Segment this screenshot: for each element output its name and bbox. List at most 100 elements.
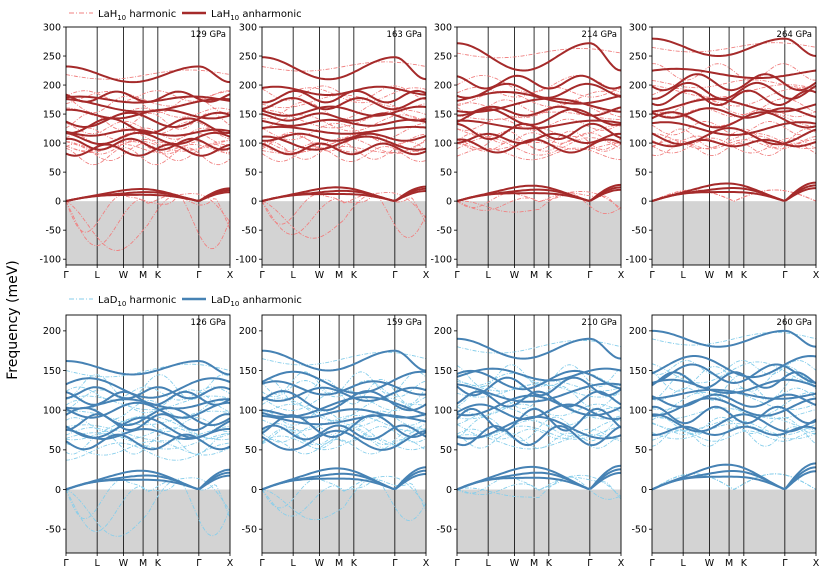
y-tick-label: 100 [43, 406, 61, 417]
anharmonic-band [651, 111, 817, 129]
y-tick-label: 0 [446, 485, 452, 496]
anharmonic-acoustic-band [651, 181, 817, 203]
x-tick-label: M [335, 558, 343, 569]
axes-frame [261, 314, 427, 554]
y-tick-label: 100 [629, 138, 647, 149]
x-tick-label: X [618, 558, 625, 569]
axes-frame [65, 314, 231, 554]
harmonic-band [456, 364, 622, 388]
harmonic-band [456, 132, 622, 144]
harmonic-band [261, 87, 427, 104]
x-tick-label: M [139, 270, 147, 281]
y-tick-label: 300 [239, 22, 257, 33]
pressure-label: 129 GPa [191, 30, 226, 40]
anharmonic-band [456, 382, 622, 403]
y-tick-label: 50 [49, 445, 61, 456]
y-tick-label: -50 [45, 225, 61, 236]
harmonic-band [261, 410, 427, 426]
harmonic-band [651, 139, 816, 150]
x-tick-label: Γ [454, 558, 460, 569]
anharmonic-acoustic-band [65, 468, 231, 491]
harmonic-band [651, 430, 817, 442]
x-tick-label: Γ [63, 270, 69, 281]
anharmonic-band [261, 429, 427, 451]
harmonic-top-band [456, 48, 622, 59]
imaginary-region [262, 489, 426, 553]
anharmonic-acoustic-band [456, 183, 622, 203]
anharmonic-band [261, 96, 427, 111]
anharmonic-band [261, 414, 427, 426]
anharmonic-band [651, 371, 817, 389]
y-tick-label: 150 [43, 366, 61, 377]
anharmonic-acoustic-band [261, 466, 427, 491]
harmonic-band [65, 424, 231, 442]
x-tick-label: Γ [392, 270, 398, 281]
harmonic-band [651, 108, 817, 118]
x-tick-label: Γ [196, 558, 202, 569]
harmonic-band [456, 125, 622, 138]
axes-frame [65, 26, 231, 266]
harmonic-band [65, 127, 231, 140]
anharmonic-band [651, 81, 817, 100]
harmonic-soft-band [651, 473, 817, 491]
harmonic-band [65, 427, 231, 439]
harmonic-band [456, 383, 622, 398]
x-tick-label: L [95, 270, 101, 281]
harmonic-band [456, 86, 622, 98]
x-tick-label: K [741, 270, 748, 281]
x-tick-label: X [423, 558, 430, 569]
harmonic-band [65, 389, 231, 414]
anharmonic-acoustic-band [261, 185, 427, 203]
harmonic-soft-band [456, 191, 622, 213]
harmonic-band [261, 435, 427, 451]
x-tick-label: K [155, 270, 162, 281]
x-tick-label: Γ [782, 558, 788, 569]
y-tick-label: 150 [434, 366, 452, 377]
panel-LaD10-159GPa: -50 0 50 100 150 200 Γ L W M K Γ X 159 GPa [239, 314, 430, 569]
harmonic-soft-band [261, 194, 427, 235]
harmonic-top-band [456, 339, 622, 354]
x-tick-label: X [227, 270, 234, 281]
harmonic-band [651, 88, 817, 107]
harmonic-band [65, 374, 231, 401]
anharmonic-acoustic-band [651, 466, 817, 491]
harmonic-band [652, 63, 817, 81]
anharmonic-band [456, 407, 622, 432]
x-tick-label: W [510, 558, 520, 569]
anharmonic-acoustic-band [651, 462, 817, 491]
harmonic-band [65, 442, 231, 461]
x-tick-label: M [139, 558, 147, 569]
x-tick-label: X [227, 558, 234, 569]
x-tick-label: K [155, 558, 162, 569]
y-tick-label: 150 [629, 366, 647, 377]
harmonic-top-band [261, 61, 427, 72]
legend-top: LaH10 harmonic LaH10 anharmonic [69, 9, 302, 22]
anharmonic-band [65, 433, 231, 451]
x-tick-label: W [119, 270, 129, 281]
anharmonic-band [261, 132, 427, 142]
anharmonic-band [65, 401, 230, 419]
harmonic-band [651, 366, 817, 392]
harmonic-band [65, 90, 231, 102]
anharmonic-band [456, 424, 622, 447]
anharmonic-band [65, 413, 231, 432]
anharmonic-band [456, 394, 622, 417]
harmonic-band [456, 118, 622, 131]
anharmonic-band [651, 388, 817, 400]
x-tick-label: L [95, 558, 101, 569]
y-tick-label: 200 [239, 326, 257, 337]
pressure-label: 260 GPa [777, 318, 812, 328]
x-tick-label: W [119, 558, 129, 569]
anharmonic-band [65, 377, 231, 399]
harmonic-soft-band [65, 479, 231, 533]
pressure-label: 159 GPa [387, 318, 422, 328]
anharmonic-band [261, 424, 427, 441]
y-tick-label: -100 [430, 254, 452, 265]
x-tick-label: X [423, 270, 430, 281]
anharmonic-band [65, 95, 231, 104]
y-tick-label: -50 [631, 525, 647, 536]
anharmonic-acoustic-band [456, 464, 622, 491]
panel-LaD10-126GPa: -50 0 50 100 150 200 Γ L W M K Γ X 126 GPa [43, 314, 234, 569]
x-tick-label: Γ [649, 558, 655, 569]
pressure-label: 210 GPa [582, 318, 617, 328]
